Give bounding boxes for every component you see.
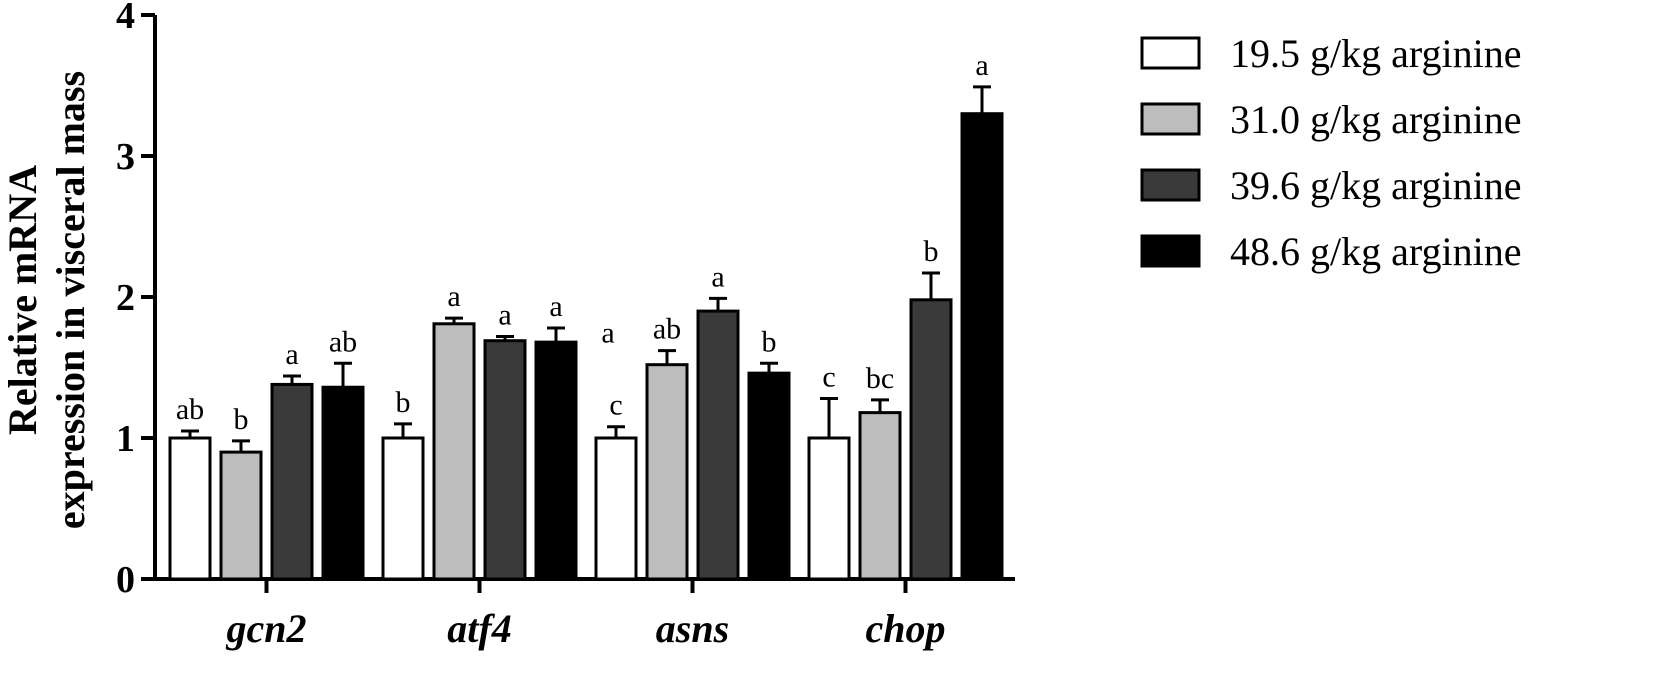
legend-label-2: 31.0 g/kg arginine — [1230, 97, 1521, 142]
legend: 19.5 g/kg arginine 31.0 g/kg arginine 39.6… — [1140, 31, 1521, 274]
significance-label: c — [822, 361, 835, 394]
significance-label: b — [762, 325, 777, 358]
significance-label: a — [498, 298, 511, 331]
x-tick-label-gcn2: gcn2 — [226, 606, 307, 651]
legend-swatch-2 — [1140, 102, 1201, 136]
significance-label: a — [549, 290, 562, 323]
legend-swatch-1 — [1140, 36, 1201, 70]
bar-asns-series-1 — [594, 436, 638, 581]
bar-atf4-series-3 — [483, 339, 527, 581]
bar-gcn2-series-3 — [270, 382, 314, 581]
y-tick-label: 3 — [116, 136, 135, 178]
y-tick-label: 1 — [116, 418, 135, 460]
x-tick-label-asns: asns — [656, 606, 729, 651]
legend-label-3: 39.6 g/kg arginine — [1230, 163, 1521, 208]
significance-label: b — [396, 386, 411, 419]
bar-gcn2-series-4 — [321, 385, 365, 581]
y-tick-label: 0 — [116, 559, 135, 601]
significance-label: bc — [866, 362, 894, 395]
bar-chop-series-2 — [858, 411, 902, 581]
legend-label-4: 48.6 g/kg arginine — [1230, 229, 1521, 274]
significance-label: a — [447, 280, 460, 313]
bar-gcn2-series-2 — [219, 450, 263, 581]
bar-asns-series-2 — [645, 363, 689, 581]
bar-chop-series-1 — [807, 436, 851, 581]
significance-label: a — [711, 260, 724, 293]
y-tick-label: 2 — [116, 277, 135, 319]
bar-asns-series-4 — [747, 371, 791, 581]
y-axis-title: Relative mRNA expression in visceral mas… — [0, 71, 93, 529]
significance-label: ab — [653, 313, 681, 346]
y-axis-title-line-1: Relative mRNA — [0, 165, 45, 435]
legend-swatch-4 — [1140, 234, 1201, 268]
significance-label: a — [601, 316, 614, 349]
x-tick-label-atf4: atf4 — [447, 606, 511, 651]
significance-label: c — [609, 389, 622, 422]
y-axis-title-line-2: expression in visceral mass — [48, 71, 93, 529]
significance-label: b — [234, 403, 249, 436]
y-tick-label: 4 — [116, 0, 135, 37]
significance-label: ab — [176, 393, 204, 426]
significance-label: a — [285, 338, 298, 371]
significance-label: b — [924, 235, 939, 268]
bar-atf4-series-1 — [381, 436, 425, 581]
significance-label: ab — [329, 325, 357, 358]
significance-label: a — [975, 49, 988, 82]
bar-atf4-series-4 — [534, 340, 578, 581]
bar-chop-series-4 — [960, 112, 1004, 581]
legend-swatch-3 — [1140, 168, 1201, 202]
bar-asns-series-3 — [696, 309, 740, 581]
bar-gcn2-series-1 — [168, 436, 212, 581]
legend-label-1: 19.5 g/kg arginine — [1230, 31, 1521, 76]
bar-chop-series-3 — [909, 298, 953, 581]
bar-atf4-series-2 — [432, 322, 476, 581]
x-tick-label-chop: chop — [866, 606, 946, 651]
